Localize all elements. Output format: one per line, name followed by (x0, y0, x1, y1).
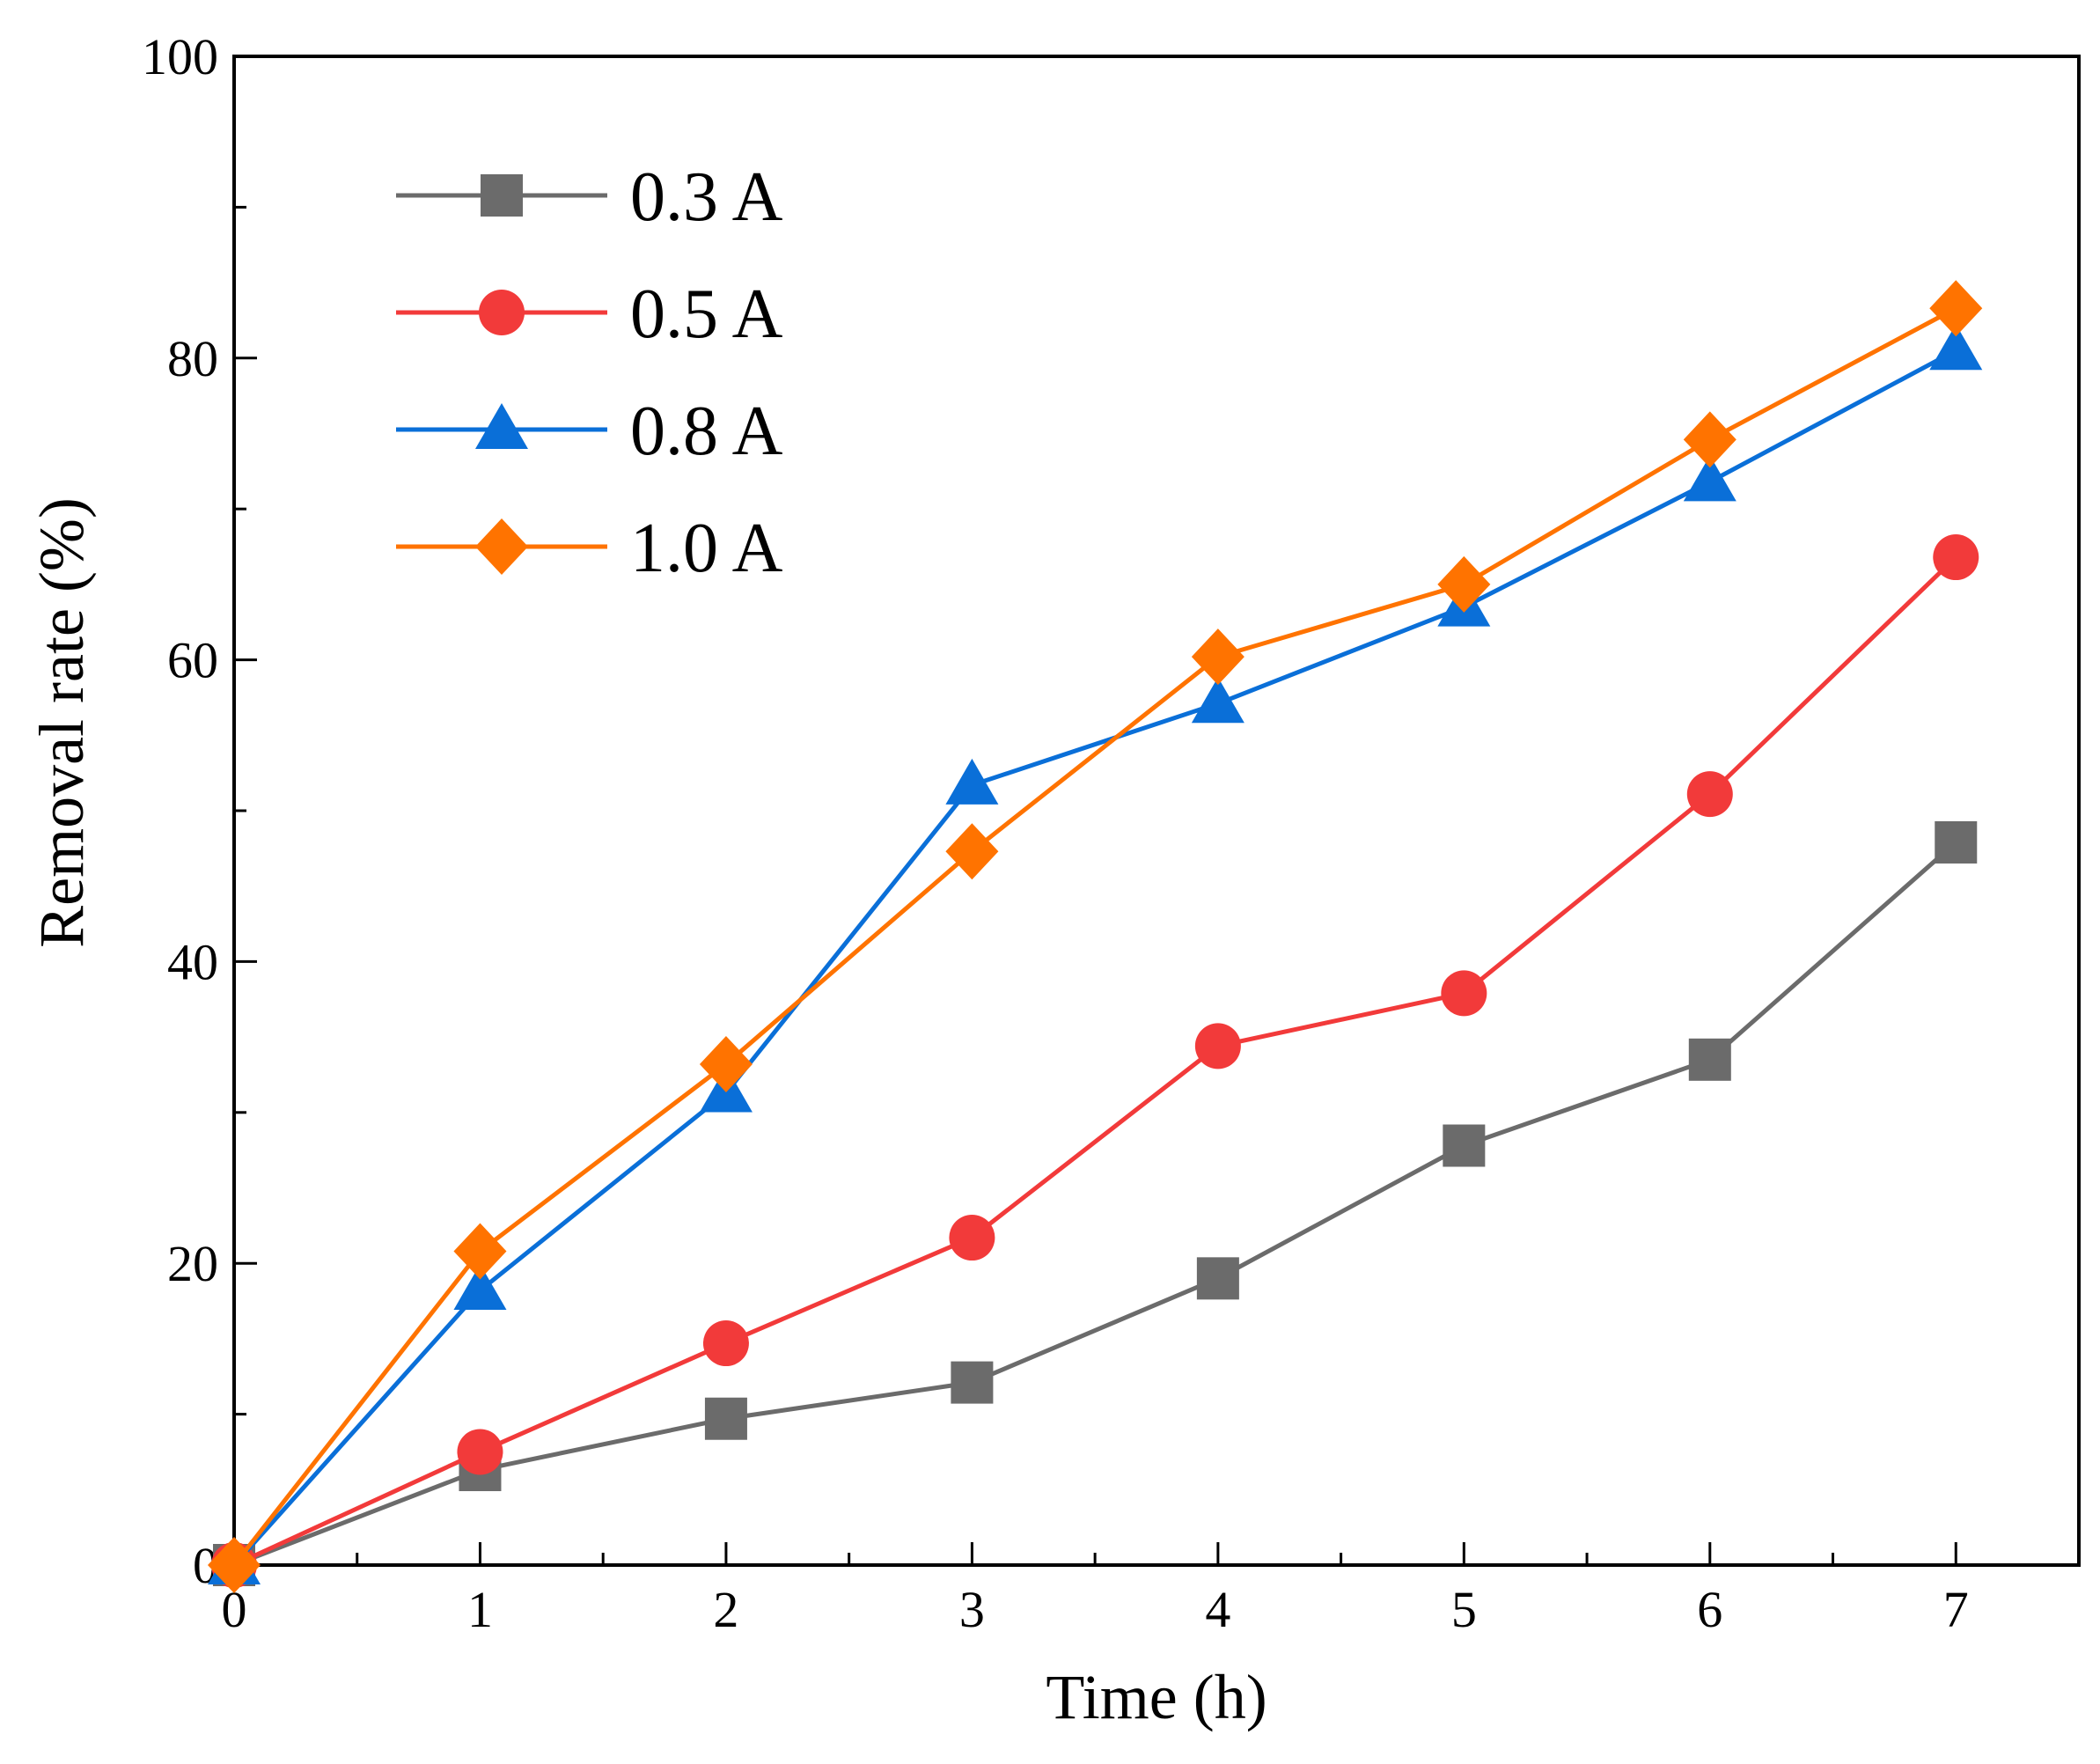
x-tick-label: 7 (1943, 1581, 1969, 1638)
legend-label: 0.8 A (630, 393, 783, 470)
data-point (1441, 970, 1487, 1017)
data-point (1196, 1257, 1239, 1300)
data-point (1688, 1038, 1731, 1081)
data-point (699, 1035, 753, 1092)
data-point (949, 1215, 995, 1261)
data-point (1929, 280, 1983, 337)
data-point (1686, 771, 1733, 818)
series-line (232, 306, 1957, 1567)
data-point (704, 1397, 747, 1440)
data-point (1683, 411, 1737, 468)
series-line (233, 841, 1957, 1568)
data-point (457, 1429, 503, 1475)
series-line (232, 555, 1958, 1568)
legend-item: 0.5 A (396, 276, 783, 353)
data-point (945, 758, 999, 805)
data-point (1935, 820, 1978, 864)
x-tick-label: 5 (1451, 1581, 1477, 1638)
legend-label: 0.5 A (630, 276, 783, 353)
data-point (702, 1320, 749, 1367)
x-tick-label: 3 (959, 1581, 985, 1638)
y-tick-label: 60 (167, 632, 218, 689)
data-point (1929, 324, 1983, 371)
series-0-8-a (208, 324, 1983, 1584)
data-point (453, 1223, 507, 1280)
series-layer (208, 280, 1983, 1593)
x-tick-label: 1 (467, 1581, 493, 1638)
data-point (1191, 628, 1245, 686)
legend-marker (475, 518, 528, 575)
legend: 0.3 A 0.5 A 0.8 A 1.0 A (396, 158, 783, 587)
series-0-3-a (213, 820, 1978, 1586)
data-point (1437, 555, 1491, 613)
data-point (208, 1537, 261, 1593)
y-tick-label: 80 (167, 330, 218, 387)
series-line (232, 349, 1957, 1567)
data-point (1191, 677, 1245, 724)
data-point (1194, 1023, 1241, 1069)
x-tick-label: 4 (1205, 1581, 1230, 1638)
legend-marker (479, 290, 525, 335)
legend-item: 1.0 A (396, 510, 783, 587)
data-point (1933, 534, 1979, 581)
y-tick-label: 100 (142, 28, 218, 85)
legend-marker (475, 403, 528, 449)
x-tick-label: 2 (713, 1581, 738, 1638)
data-point (453, 1264, 507, 1311)
x-axis-title: Time (h) (1046, 1662, 1267, 1732)
y-tick-label: 40 (167, 933, 218, 990)
plot-border (232, 55, 2081, 1567)
x-tick-label: 6 (1697, 1581, 1722, 1638)
legend-label: 0.3 A (630, 158, 783, 236)
y-axis-title: Removal rate (%) (26, 497, 97, 948)
series-1-0-a (208, 280, 1983, 1593)
y-tick-label: 20 (167, 1235, 218, 1292)
legend-marker (481, 174, 523, 217)
data-point (1683, 455, 1737, 502)
legend-label: 1.0 A (630, 510, 783, 587)
plot-frame (232, 55, 2081, 1567)
legend-item: 0.8 A (396, 393, 783, 470)
data-point (945, 823, 999, 880)
data-point (1443, 1124, 1486, 1167)
legend-item: 0.3 A (396, 158, 783, 236)
data-point (951, 1361, 994, 1404)
